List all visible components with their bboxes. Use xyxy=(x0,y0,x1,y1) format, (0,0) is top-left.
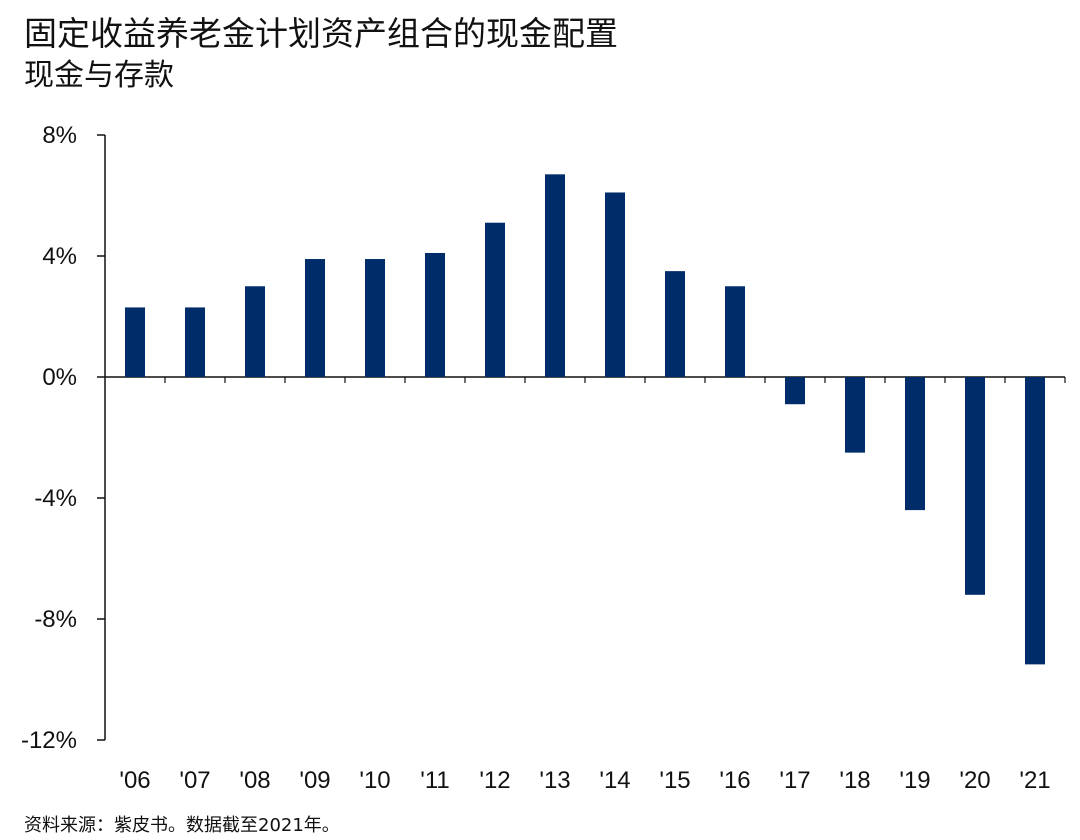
bar-15 xyxy=(665,271,685,377)
bar-08 xyxy=(245,286,265,377)
x-tick-labels: '06 '07 '08 '09 '10 '11 '12 '13 '14 '15 '16 '17 '18 '… xyxy=(119,767,1050,794)
bar-chart: 8% 4% 0% -4% -8% -12% '06 '07 '08 '09 '10 '11 '12 '1… xyxy=(21,122,1066,794)
chart-subtitle: 现金与存款 xyxy=(24,58,174,93)
bar-11 xyxy=(425,252,445,377)
x-tick-label: '10 xyxy=(359,767,390,794)
chart-title: 固定收益养老金计划资产组合的现金配置 xyxy=(24,14,618,53)
x-tick-label: '18 xyxy=(839,767,870,794)
bar-12 xyxy=(485,222,505,377)
x-tick-label: '16 xyxy=(719,767,750,794)
x-tick-label: '14 xyxy=(599,767,630,794)
x-tick-label: '07 xyxy=(179,767,210,794)
x-tick-label: '15 xyxy=(659,767,690,794)
bar-07 xyxy=(185,307,205,377)
x-tick-label: '19 xyxy=(899,767,930,794)
y-tick-label: -4% xyxy=(34,485,77,512)
x-tick-label: '09 xyxy=(299,767,330,794)
x-tick-label: '11 xyxy=(420,767,450,794)
bar-10 xyxy=(365,259,385,377)
y-tick-label: -12% xyxy=(21,727,77,754)
bar-14 xyxy=(605,192,625,377)
bar-06 xyxy=(125,307,145,377)
x-tick-label: '13 xyxy=(539,767,570,794)
x-tick-label: '21 xyxy=(1019,767,1050,794)
y-tick-label: 4% xyxy=(42,243,77,270)
bar-09 xyxy=(305,259,325,377)
chart-bars xyxy=(125,174,1045,665)
x-tick-label: '06 xyxy=(119,767,150,794)
x-tick-label: '17 xyxy=(779,767,810,794)
source-note: 资料来源：紫皮书。数据截至2021年。 xyxy=(24,815,340,836)
x-tick-label: '12 xyxy=(479,767,510,794)
bar-19 xyxy=(905,377,925,511)
bar-13 xyxy=(545,174,565,377)
y-tick-label: 8% xyxy=(42,122,77,149)
bar-16 xyxy=(725,286,745,377)
bar-17 xyxy=(785,377,805,405)
bar-18 xyxy=(845,377,865,453)
y-tick-label: -8% xyxy=(34,606,77,633)
x-tick-label: '08 xyxy=(239,767,270,794)
bar-20 xyxy=(965,377,985,595)
bar-21 xyxy=(1025,377,1045,665)
x-tick-label: '20 xyxy=(959,767,990,794)
y-tick-labels: 8% 4% 0% -4% -8% -12% xyxy=(21,122,77,754)
y-tick-label: 0% xyxy=(42,364,77,391)
